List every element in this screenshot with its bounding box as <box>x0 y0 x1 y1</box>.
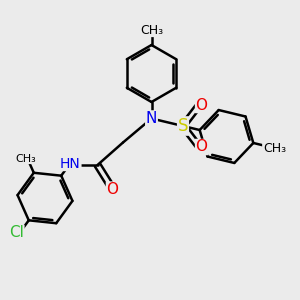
Text: HN: HN <box>60 157 81 170</box>
Text: CH₃: CH₃ <box>263 142 286 154</box>
Text: Cl: Cl <box>9 225 24 240</box>
Text: S: S <box>178 117 188 135</box>
Text: O: O <box>196 140 208 154</box>
Text: CH₃: CH₃ <box>16 154 36 164</box>
Text: N: N <box>146 111 157 126</box>
Text: O: O <box>196 98 208 112</box>
Text: O: O <box>106 182 119 197</box>
Text: CH₃: CH₃ <box>140 23 163 37</box>
